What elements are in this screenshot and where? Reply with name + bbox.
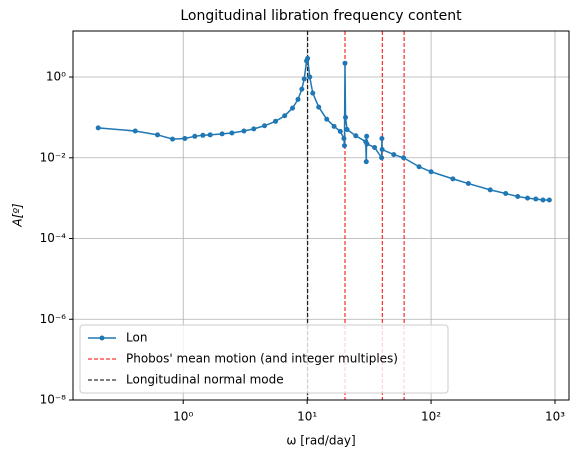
- point: [391, 152, 397, 158]
- line: [98, 55, 550, 201]
- point: [450, 176, 456, 182]
- point: [200, 132, 206, 138]
- point: [344, 127, 350, 133]
- point: [305, 55, 311, 61]
- point: [341, 143, 347, 149]
- point: [364, 141, 370, 147]
- y-axis-label: A[º]: [11, 203, 25, 228]
- point: [525, 195, 531, 201]
- point: [379, 147, 385, 153]
- plot-frame: [72, 30, 570, 401]
- point: [428, 169, 434, 175]
- point: [372, 144, 378, 150]
- y-tick-label: 10⁻⁶: [40, 312, 67, 326]
- y-tick-label: 10⁻⁸: [40, 393, 67, 407]
- point: [487, 187, 493, 193]
- x-tick-label: 10¹: [297, 410, 317, 424]
- x-axis-label: ω [rad/day]: [286, 434, 355, 448]
- point: [310, 90, 316, 96]
- legend-box: [79, 324, 449, 394]
- point: [170, 136, 176, 142]
- point: [503, 191, 509, 197]
- point: [132, 128, 138, 134]
- legend-label: Phobos' mean motion (and integer multipl…: [126, 352, 398, 366]
- point: [353, 133, 359, 139]
- point: [295, 96, 301, 102]
- x-tick-label: 10²: [421, 410, 441, 424]
- point: [301, 76, 307, 82]
- point: [299, 86, 305, 92]
- point: [416, 164, 422, 170]
- y-tick-label: 10⁰: [46, 70, 66, 84]
- point: [341, 136, 347, 142]
- point: [324, 116, 330, 122]
- point: [515, 193, 521, 199]
- point: [533, 196, 539, 202]
- legend-marker: [99, 335, 105, 341]
- point: [241, 128, 247, 134]
- point: [251, 126, 257, 132]
- point: [465, 181, 471, 187]
- point: [379, 136, 385, 142]
- x-tick-label: 10⁰: [173, 410, 193, 424]
- point: [192, 133, 198, 139]
- point: [290, 105, 296, 111]
- point: [363, 159, 369, 165]
- y-tick-label: 10⁻⁴: [40, 231, 67, 245]
- point: [207, 132, 213, 138]
- point: [331, 123, 337, 129]
- point: [364, 133, 370, 139]
- point: [219, 131, 225, 137]
- y-tick-label: 10⁻²: [40, 150, 67, 164]
- chart-title: Longitudinal libration frequency content: [180, 8, 462, 24]
- point: [342, 60, 348, 66]
- point: [273, 118, 279, 124]
- point: [540, 197, 546, 203]
- legend-label: Longitudinal normal mode: [126, 373, 284, 387]
- point: [182, 136, 188, 142]
- point: [343, 114, 349, 120]
- point: [546, 197, 552, 203]
- point: [401, 155, 407, 161]
- point: [229, 130, 235, 136]
- point: [95, 125, 101, 131]
- point: [307, 74, 313, 80]
- point: [262, 123, 268, 129]
- point: [316, 104, 322, 110]
- x-tick-label: 10³: [545, 410, 565, 424]
- point: [154, 132, 160, 138]
- point: [379, 155, 385, 161]
- legend-label: Lon: [126, 331, 147, 345]
- point: [337, 128, 343, 134]
- point: [282, 113, 288, 119]
